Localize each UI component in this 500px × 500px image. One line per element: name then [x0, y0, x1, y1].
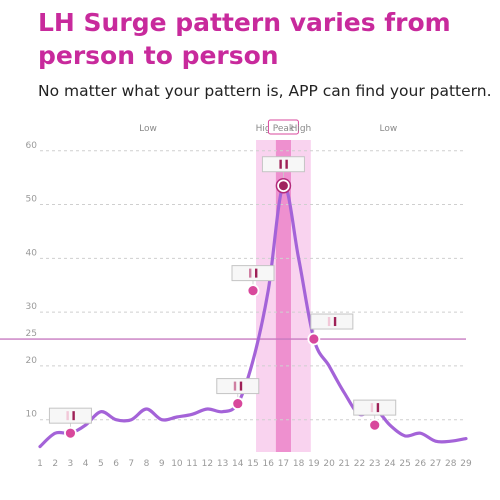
peak-label-box: [267, 119, 299, 135]
y-tick-label-20: 20: [26, 356, 38, 366]
test-strip-icon: [216, 378, 260, 395]
marker-dot: [246, 284, 260, 298]
marker-dot: [231, 397, 245, 410]
marker-dot: [278, 181, 288, 191]
zone-bands: [256, 140, 311, 452]
x-tick-label-11: 11: [186, 459, 197, 469]
test-strip-icon: [231, 265, 275, 282]
y-tick-label-25: 25: [26, 329, 37, 339]
x-tick-label-8: 8: [144, 459, 150, 469]
y-tick-label-40: 40: [26, 248, 38, 258]
y-tick-labels: 10 20 25 30 40 50 60: [26, 141, 38, 420]
test-line: [233, 381, 237, 391]
control-line: [376, 403, 380, 413]
x-tick-label-26: 26: [415, 459, 427, 469]
series-lines: [38, 184, 468, 449]
test-marker-day-23: [353, 399, 397, 432]
x-tick-label-21: 21: [339, 459, 350, 469]
x-tick-label-4: 4: [83, 459, 89, 469]
zone-band-peak-2: [275, 140, 292, 452]
y-tick-label-30: 30: [26, 302, 38, 312]
x-tick-label-3: 3: [68, 459, 74, 469]
test-strip-icon: [48, 407, 92, 424]
x-tick-label-25: 25: [399, 459, 410, 469]
series-line-0: [38, 184, 468, 449]
x-tick-label-2: 2: [52, 459, 58, 469]
x-tick-label-23: 23: [369, 459, 380, 469]
marker-dot: [307, 332, 321, 346]
x-tick-label-18: 18: [293, 459, 305, 469]
test-strip-icon: [353, 399, 397, 416]
test-marker-day-17: [261, 156, 305, 194]
x-tick-label-27: 27: [430, 459, 441, 469]
x-tick-label-19: 19: [308, 459, 320, 469]
test-line: [279, 159, 282, 169]
x-tick-label-12: 12: [202, 459, 213, 469]
test-strip-icon: [310, 313, 354, 330]
x-tick-label-6: 6: [113, 459, 119, 469]
x-tick-label-1: 1: [37, 459, 43, 469]
control-line: [333, 317, 337, 327]
y-tick-label-10: 10: [26, 410, 38, 420]
x-tick-label-29: 29: [460, 459, 472, 469]
x-tick-label-9: 9: [159, 459, 165, 469]
zone-label-low-4: Low: [380, 124, 398, 134]
marker-dot: [368, 418, 382, 432]
zone-label-low-0: Low: [139, 124, 157, 134]
control-line: [239, 381, 243, 391]
zone-label-high-3: High: [291, 124, 312, 134]
x-tick-label-24: 24: [384, 459, 396, 469]
zone-label-peak-2: Peak: [273, 124, 295, 134]
x-tick-label-14: 14: [232, 459, 244, 469]
x-tick-label-28: 28: [445, 459, 457, 469]
y-tick-label-60: 60: [26, 141, 38, 151]
control-line: [255, 268, 258, 278]
test-marker-day-3: [48, 407, 92, 440]
x-tick-labels: 1 2 3 4 5 6 7 8 9 10 11 12 13 14 15 16 17 18 19 20 21 22 23 24 2…: [37, 459, 472, 469]
test-line: [249, 268, 252, 278]
control-line: [72, 411, 75, 421]
test-line-faint: [66, 411, 69, 421]
zone-label-high-1: High: [256, 124, 277, 134]
test-marker-day-19: [307, 313, 354, 346]
chart-subtitle: No matter what your pattern is, APP can …: [38, 82, 492, 100]
control-line: [285, 159, 288, 169]
x-tick-label-5: 5: [98, 459, 104, 469]
test-line-faint: [370, 403, 374, 413]
chart-title: LH Surge pattern varies from person to p…: [38, 8, 451, 70]
x-tick-label-7: 7: [128, 459, 134, 469]
zone-band-high-3: [291, 140, 311, 452]
test-line-faint: [327, 317, 331, 327]
test-marker-day-14: [216, 378, 260, 410]
x-tick-label-20: 20: [323, 459, 335, 469]
test-markers: [48, 156, 397, 440]
test-strip-icon: [261, 156, 305, 173]
x-tick-label-10: 10: [171, 459, 183, 469]
y-tick-label-50: 50: [26, 195, 38, 205]
test-marker-day-15: [231, 265, 275, 298]
x-tick-label-13: 13: [217, 459, 228, 469]
marker-dot: [64, 426, 77, 440]
x-tick-label-17: 17: [278, 459, 289, 469]
x-tick-label-15: 15: [247, 459, 258, 469]
x-tick-label-22: 22: [354, 459, 365, 469]
x-tick-label-16: 16: [262, 459, 274, 469]
